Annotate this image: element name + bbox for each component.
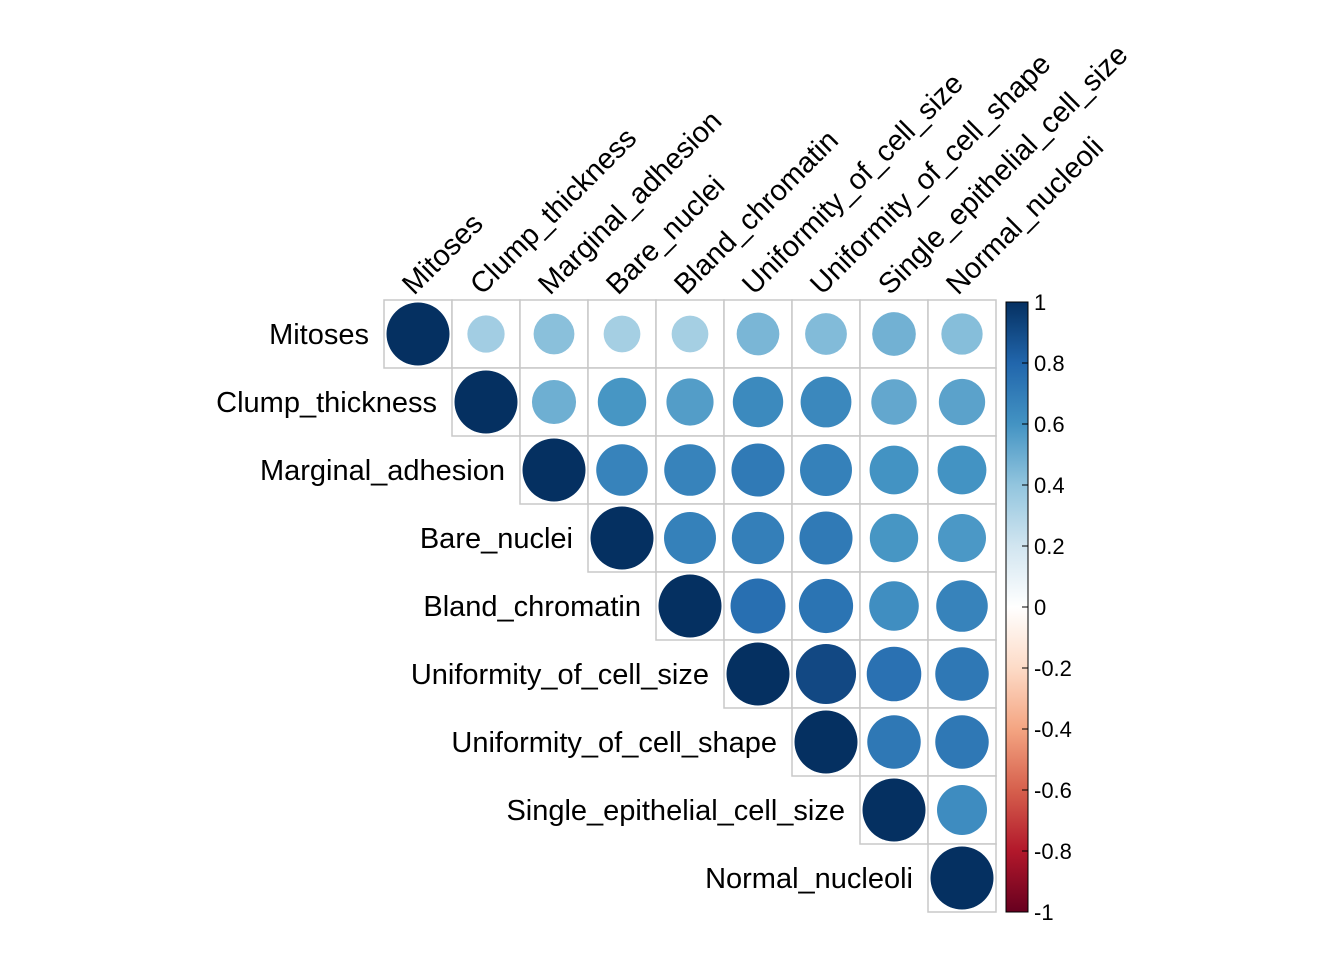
- colorbar-tick-label: 0.8: [1034, 351, 1065, 376]
- circle-Mitoses-Bare_nuclei: [603, 315, 641, 353]
- circle-Marginal_adhesion-Single_epithelial_cell_size: [869, 445, 919, 495]
- circle-Uniformity_of_cell_size-Normal_nucleoli: [935, 647, 989, 701]
- color-legend: 1 0.8 0.6 0.4 0.2 0 -0.2 -0.4 -0.6 -0.8 -1: [1005, 290, 1072, 925]
- circle-Uniformity_of_cell_shape-Single_epithelial_cell_size: [867, 715, 921, 769]
- circle-Uniformity_of_cell_shape-Uniformity_of_cell_shape: [794, 710, 858, 774]
- colorbar-ticks: 1 0.8 0.6 0.4 0.2 0 -0.2 -0.4 -0.6 -0.8 -1: [1022, 290, 1072, 925]
- colorbar-tick-label: -0.2: [1034, 656, 1072, 681]
- circle-Single_epithelial_cell_size-Single_epithelial_cell_size: [862, 778, 926, 842]
- row-label: Uniformity_of_cell_size: [411, 659, 709, 691]
- colorbar-tick-label: 0: [1034, 595, 1046, 620]
- circle-Clump_thickness-Bland_chromatin: [666, 378, 714, 426]
- circle-Uniformity_of_cell_size-Uniformity_of_cell_shape: [795, 643, 857, 705]
- row-label: Clump_thickness: [216, 387, 437, 419]
- circle-Clump_thickness-Clump_thickness: [454, 370, 518, 434]
- circle-Bare_nuclei-Bland_chromatin: [664, 512, 716, 564]
- circle-Uniformity_of_cell_size-Single_epithelial_cell_size: [866, 646, 922, 702]
- circle-Clump_thickness-Single_epithelial_cell_size: [871, 379, 917, 425]
- circle-Clump_thickness-Uniformity_of_cell_shape: [800, 376, 852, 428]
- circle-Bland_chromatin-Single_epithelial_cell_size: [869, 581, 919, 631]
- row-label: Single_epithelial_cell_size: [506, 795, 845, 827]
- row-label: Bland_chromatin: [423, 591, 641, 623]
- circle-Marginal_adhesion-Bland_chromatin: [664, 444, 716, 496]
- circle-Mitoses-Normal_nucleoli: [941, 313, 983, 355]
- circle-Mitoses-Uniformity_of_cell_size: [736, 312, 780, 356]
- circle-Clump_thickness-Marginal_adhesion: [531, 379, 577, 425]
- circle-Bare_nuclei-Uniformity_of_cell_shape: [799, 511, 853, 565]
- circle-Bare_nuclei-Normal_nucleoli: [938, 514, 986, 562]
- circle-Uniformity_of_cell_shape-Normal_nucleoli: [935, 715, 989, 769]
- colorbar-tick-label: -1: [1034, 900, 1054, 925]
- circle-Marginal_adhesion-Uniformity_of_cell_shape: [800, 444, 852, 496]
- colorbar-tick-label: 1: [1034, 290, 1046, 315]
- row-labels: Mitoses Clump_thickness Marginal_adhesion B…: [216, 319, 913, 895]
- colorbar-tick-label: -0.8: [1034, 839, 1072, 864]
- circle-Bare_nuclei-Single_epithelial_cell_size: [869, 513, 919, 563]
- circle-Normal_nucleoli-Normal_nucleoli: [930, 846, 994, 910]
- circle-Mitoses-Uniformity_of_cell_shape: [805, 313, 847, 355]
- circle-Bare_nuclei-Uniformity_of_cell_size: [731, 511, 785, 565]
- colorbar-tick-label: 0.2: [1034, 534, 1065, 559]
- circle-Bland_chromatin-Uniformity_of_cell_shape: [798, 578, 854, 634]
- circle-Marginal_adhesion-Normal_nucleoli: [937, 445, 987, 495]
- colorbar-tick-label: -0.6: [1034, 778, 1072, 803]
- circle-Mitoses-Mitoses: [386, 302, 450, 366]
- circle-Clump_thickness-Bare_nuclei: [597, 377, 647, 427]
- circle-Single_epithelial_cell_size-Normal_nucleoli: [937, 785, 987, 835]
- circle-Marginal_adhesion-Marginal_adhesion: [522, 438, 586, 502]
- circle-Bland_chromatin-Bland_chromatin: [658, 574, 722, 638]
- row-label: Bare_nuclei: [420, 523, 573, 555]
- circle-Clump_thickness-Normal_nucleoli: [938, 378, 986, 426]
- circle-Uniformity_of_cell_size-Uniformity_of_cell_size: [726, 642, 790, 706]
- correlation-matrix: [383, 299, 997, 913]
- colorbar-tick-label: -0.4: [1034, 717, 1072, 742]
- circle-Mitoses-Single_epithelial_cell_size: [872, 312, 916, 356]
- circle-Bland_chromatin-Uniformity_of_cell_size: [730, 578, 786, 634]
- row-label: Uniformity_of_cell_shape: [451, 727, 777, 759]
- circle-Marginal_adhesion-Uniformity_of_cell_size: [731, 443, 785, 497]
- colorbar-tick-label: 0.4: [1034, 473, 1065, 498]
- circle-Mitoses-Marginal_adhesion: [533, 313, 575, 355]
- circle-Marginal_adhesion-Bare_nuclei: [596, 444, 648, 496]
- circle-Mitoses-Clump_thickness: [467, 315, 505, 353]
- circle-Clump_thickness-Uniformity_of_cell_size: [732, 376, 784, 428]
- circle-Mitoses-Bland_chromatin: [671, 315, 709, 353]
- column-labels: MitosesClump_thicknessMarginal_adhesionB…: [396, 39, 1134, 301]
- circle-Bland_chromatin-Normal_nucleoli: [936, 580, 988, 632]
- circle-Bare_nuclei-Bare_nuclei: [590, 506, 654, 570]
- row-label: Mitoses: [269, 319, 369, 351]
- row-label: Marginal_adhesion: [260, 455, 505, 487]
- row-label: Normal_nucleoli: [705, 863, 913, 895]
- colorbar-tick-label: 0.6: [1034, 412, 1065, 437]
